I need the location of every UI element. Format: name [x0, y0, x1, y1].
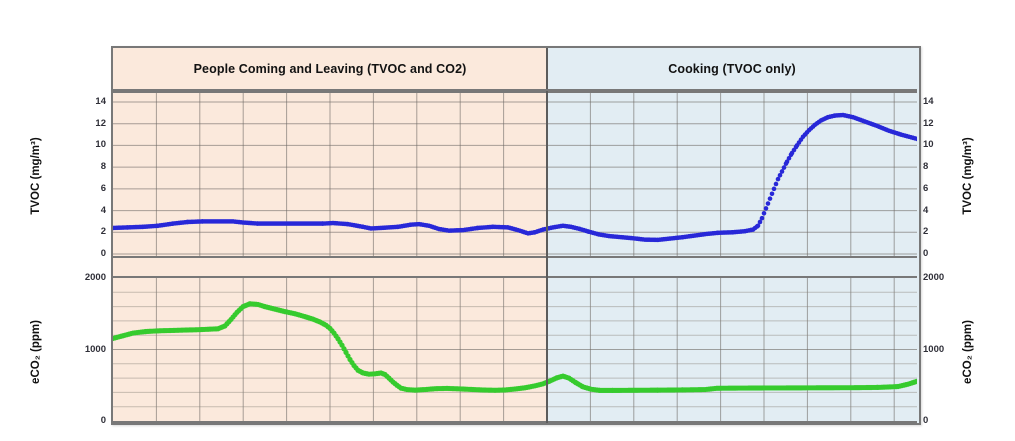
y-tick-label: 10 [923, 139, 934, 151]
tvoc-axis-title-right: TVOC (mg/m³) [962, 137, 974, 215]
eco2-axis-title-left: eCO₂ (ppm) [30, 320, 42, 384]
header-separator-line [113, 89, 917, 91]
y-tick-label: 1000 [84, 343, 106, 355]
y-tick-label: 2 [100, 226, 106, 238]
region-header-cooking: Cooking (TVOC only) [668, 61, 796, 76]
eco2-plot-svg [113, 276, 917, 423]
region-header-people: People Coming and Leaving (TVOC and CO2) [193, 61, 467, 76]
y-tick-label: 0 [100, 248, 106, 259]
y-tick-label: 8 [923, 161, 929, 173]
y-tick-label: 14 [95, 96, 106, 107]
tvoc-plot-svg [113, 91, 917, 258]
y-tick-label: 4 [923, 204, 929, 216]
tvoc-axis-title-left: TVOC (mg/m³) [30, 137, 42, 215]
y-tick-label: 0 [923, 248, 929, 259]
eco2-axis-title-right: eCO₂ (ppm) [962, 320, 974, 384]
y-tick-label: 8 [100, 161, 106, 173]
y-tick-label: 2000 [84, 272, 106, 283]
region-header-row: People Coming and Leaving (TVOC and CO2)… [113, 48, 917, 89]
y-axis-ticks-right: 14 12 10 8 6 4 2 0 2000 1000 0 [923, 0, 971, 441]
y-tick-label: 0 [100, 415, 106, 426]
y-tick-label: 12 [923, 117, 934, 129]
y-tick-label: 10 [95, 139, 106, 151]
y-tick-label: 2000 [923, 272, 945, 283]
y-tick-label: 4 [100, 204, 106, 216]
y-tick-label: 6 [923, 182, 929, 194]
y-tick-label: 1000 [923, 343, 945, 355]
y-axis-ticks-left: 14 12 10 8 6 4 2 0 2000 1000 0 [58, 0, 106, 441]
y-tick-label: 6 [100, 182, 106, 194]
y-tick-label: 12 [95, 117, 106, 129]
y-tick-label: 0 [923, 415, 929, 426]
region-divider-line [546, 48, 548, 423]
y-tick-label: 2 [923, 226, 929, 238]
y-tick-label: 14 [923, 96, 934, 107]
